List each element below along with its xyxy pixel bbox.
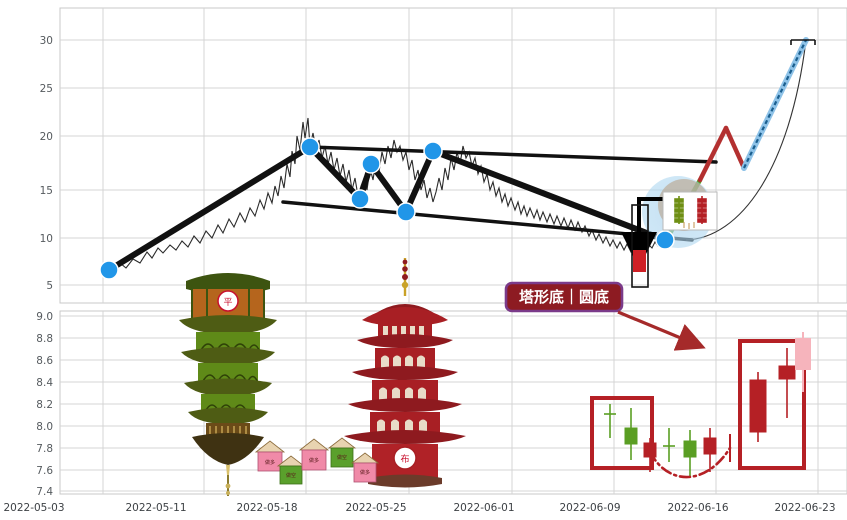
lower-y-axis-labels: 9.0 8.8 8.6 8.4 8.2 8.0 7.8 7.6 7.4 (36, 311, 53, 498)
house-short-1-icon: 做空 (276, 455, 306, 485)
xtick-7: 2022-06-23 (774, 502, 835, 514)
inset-small-candles (683, 222, 695, 229)
candle-c10-projected (795, 332, 811, 392)
forecast-target-blue-dash (743, 39, 807, 169)
zigzag-marker-4 (361, 154, 381, 174)
upper-ytick-20: 20 (40, 131, 53, 143)
house-short-2-icon: 做空 (327, 437, 357, 468)
lower-panel: 9.0 8.8 8.6 8.4 8.2 8.0 7.8 7.6 7.4 (36, 310, 847, 498)
entry-red-candle (633, 250, 646, 272)
projection-curve (685, 39, 807, 241)
xtick-3: 2022-05-25 (345, 502, 406, 514)
annotation-badge-label: 塔形底｜圆底 (519, 288, 609, 306)
upper-ytick-25: 25 (40, 83, 53, 95)
house-long-1-icon: 做多 (254, 440, 286, 472)
house-short-2-label: 做空 (337, 454, 347, 461)
house-long-3-icon: 做多 (350, 452, 380, 483)
upper-ytick-5: 5 (46, 280, 53, 292)
forecast-dip-red (723, 125, 747, 171)
xtick-0: 2022-05-03 (3, 502, 64, 514)
candle-c3 (643, 438, 657, 472)
upper-ytick-15: 15 (40, 185, 53, 197)
lower-ytick-8-0: 8.0 (36, 421, 53, 433)
inset-red-candles (697, 196, 707, 224)
lower-ytick-9-0: 9.0 (36, 311, 53, 323)
candle-c4 (663, 428, 675, 462)
candlestick-group (590, 332, 811, 479)
upper-series-group (99, 37, 816, 288)
house-long-3-label: 做多 (360, 469, 370, 476)
lower-ytick-8-8: 8.8 (36, 333, 53, 345)
zigzag-markers (99, 137, 675, 280)
pattern-annotation[interactable]: 塔形底｜圆底 (504, 281, 706, 351)
lower-ytick-8-6: 8.6 (36, 355, 53, 367)
annotation-badge[interactable] (504, 281, 624, 313)
inset-green-candles (674, 196, 684, 224)
zigzag-marker-5 (396, 202, 416, 222)
lower-ytick-7-8: 7.8 (36, 443, 53, 455)
x-axis-labels: 2022-05-03 2022-05-11 2022-05-18 2022-05… (3, 502, 835, 514)
red-pagoda-icon: 布 (344, 258, 466, 488)
right-pattern-box (738, 339, 806, 470)
house-long-2-icon: 做多 (298, 438, 330, 471)
house-long-2-label: 做多 (309, 457, 319, 464)
lower-ytick-8-2: 8.2 (36, 399, 53, 411)
lower-ytick-7-6: 7.6 (36, 465, 53, 477)
upper-plot-frame (59, 7, 847, 304)
round-bottom-curve (648, 446, 732, 479)
magnifier-inset (662, 191, 718, 231)
lower-ytick-7-4: 7.4 (36, 486, 53, 498)
left-pattern-box (590, 396, 654, 470)
zigzag-marker-3 (350, 189, 370, 209)
candle-c1 (604, 404, 616, 438)
candle-c9 (778, 348, 796, 418)
lower-ytick-8-4: 8.4 (36, 377, 53, 389)
xtick-6: 2022-06-16 (667, 502, 728, 514)
upper-panel: 30 25 20 15 10 5 (40, 7, 847, 304)
xtick-1: 2022-05-11 (125, 502, 186, 514)
entry-box (631, 204, 649, 288)
house-long-1-label: 做多 (265, 459, 275, 466)
xtick-4: 2022-06-01 (453, 502, 514, 514)
candle-c6 (703, 428, 717, 472)
annotation-arrow-icon (617, 310, 706, 351)
candle-c5 (683, 430, 697, 476)
zigzag-marker-6 (423, 141, 443, 161)
zigzag-marker-1 (99, 260, 119, 280)
inverted-green-pagoda-icon: 平 (179, 273, 277, 496)
candle-c8 (749, 372, 767, 442)
upper-resistance-line (308, 145, 718, 164)
xtick-2: 2022-05-18 (236, 502, 297, 514)
zigzag-marker-2 (300, 137, 320, 157)
target-bracket (790, 39, 816, 45)
green-pagoda-emblem: 平 (223, 297, 232, 308)
upper-ytick-30: 30 (40, 35, 53, 47)
red-pagoda-emblem: 布 (400, 453, 409, 465)
price-line (99, 117, 662, 276)
zigzag-marker-7 (655, 230, 675, 250)
house-short-1-label: 做空 (286, 472, 296, 479)
upper-y-axis-labels: 30 25 20 15 10 5 (40, 35, 53, 292)
candle-c2 (624, 408, 638, 460)
forecast-rise-red (697, 125, 729, 183)
xtick-5: 2022-06-09 (559, 502, 620, 514)
upper-ytick-10: 10 (40, 233, 53, 245)
